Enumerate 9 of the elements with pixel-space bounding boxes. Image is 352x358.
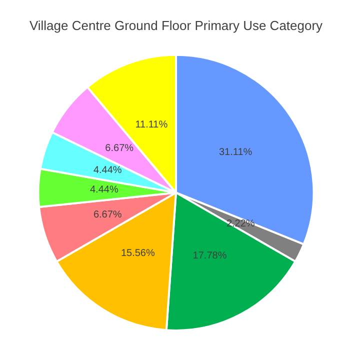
data-label: 15.56% <box>120 248 155 260</box>
data-label: 6.67% <box>93 209 122 220</box>
chart-title: Village Centre Ground Floor Primary Use Category <box>29 18 324 33</box>
data-label: 4.44% <box>93 164 122 176</box>
data-label: 6.67% <box>105 142 134 154</box>
data-label: 4.44% <box>90 184 118 196</box>
data-label: 11.11% <box>135 120 168 131</box>
data-label: 17.78% <box>192 250 227 262</box>
data-label: 31.11% <box>218 146 252 158</box>
